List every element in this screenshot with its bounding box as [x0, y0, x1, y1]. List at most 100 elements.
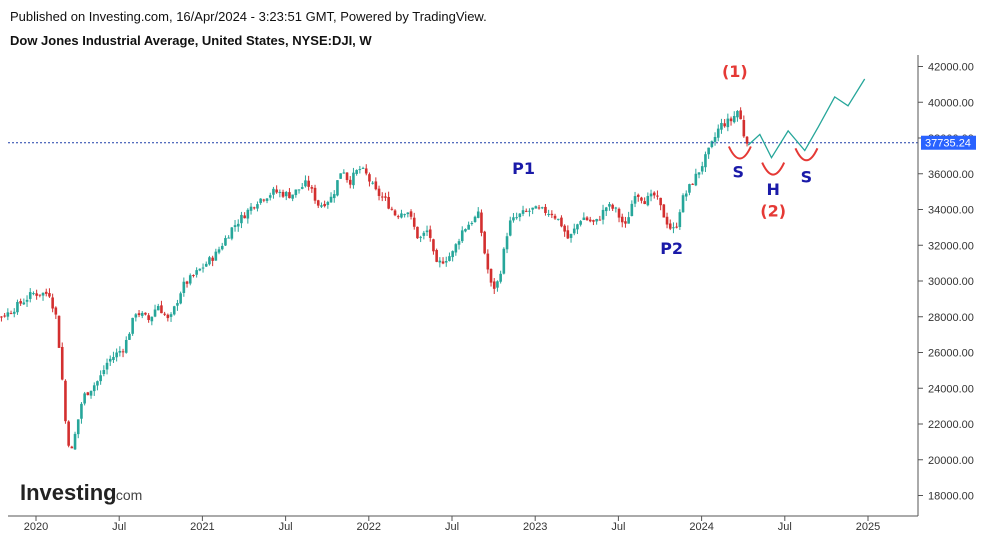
pattern-arc — [794, 147, 819, 162]
candle-body — [745, 136, 749, 144]
y-tick-label: 36000.00 — [928, 169, 974, 181]
candle-body — [236, 223, 240, 227]
candle-body — [12, 311, 16, 314]
plot-area — [8, 55, 918, 516]
x-tick-label: Jul — [279, 521, 293, 533]
candle-body — [566, 230, 570, 239]
x-tick-label: 2023 — [523, 521, 547, 533]
candle-body — [67, 421, 70, 446]
logo-main: Investing — [20, 480, 117, 505]
y-tick-label: 18000.00 — [928, 491, 974, 503]
candle-body — [291, 194, 294, 199]
candle-body — [700, 166, 704, 172]
candle-body — [112, 356, 115, 361]
candle-body — [723, 123, 726, 127]
y-tick-label: 28000.00 — [928, 312, 974, 324]
candle-body — [633, 196, 637, 204]
candle-body — [630, 203, 634, 217]
candle-body — [614, 207, 618, 209]
candle-body — [281, 191, 285, 197]
candle-body — [544, 206, 547, 214]
candle-body — [297, 189, 301, 191]
pattern-arc — [761, 162, 786, 176]
annotation-label: P1 — [512, 159, 535, 178]
candle-body — [473, 216, 477, 222]
candle-body — [534, 206, 538, 209]
candle-body — [230, 227, 234, 239]
candle-body — [390, 208, 394, 210]
pattern-arc — [727, 146, 752, 160]
candle-body — [272, 188, 275, 195]
candle-body — [352, 172, 355, 186]
candle-body — [204, 263, 208, 267]
candle-body — [489, 268, 493, 283]
candle-body — [492, 281, 496, 289]
candle-body — [185, 281, 189, 284]
annotation-label: P2 — [660, 239, 683, 258]
candle-body — [537, 207, 541, 209]
candle-body — [307, 180, 310, 187]
candle-body — [19, 301, 22, 304]
candle-body — [582, 217, 586, 221]
candle-body — [499, 273, 502, 282]
candle-body — [339, 173, 342, 179]
candle-body — [646, 196, 650, 206]
candle-body — [419, 236, 422, 238]
candle-body — [188, 275, 192, 284]
candle-body — [563, 225, 566, 232]
candle-body — [742, 120, 746, 137]
candle-body — [227, 237, 230, 239]
candle-body — [76, 419, 80, 435]
candle-body — [678, 212, 682, 228]
candle-body — [35, 293, 38, 296]
candle-body — [92, 385, 96, 392]
candle-body — [275, 189, 278, 193]
candle-body — [313, 187, 317, 201]
candle-body — [617, 208, 621, 218]
candle-body — [441, 261, 445, 264]
annotation-label: H — [766, 180, 779, 199]
candle-body — [326, 202, 330, 205]
candle-body — [134, 314, 138, 318]
candle-body — [249, 206, 253, 211]
candle-body — [505, 236, 509, 250]
candle-body — [336, 180, 339, 196]
candle-body — [624, 221, 627, 224]
annotation-label: (1) — [722, 62, 748, 81]
candle-body — [416, 226, 419, 239]
y-tick-label: 20000.00 — [928, 455, 974, 467]
candle-body — [656, 195, 659, 197]
candle-body — [556, 218, 560, 220]
candle-body — [496, 281, 499, 288]
candle-body — [32, 293, 35, 295]
candle-body — [243, 215, 246, 219]
candle-body — [278, 191, 282, 193]
candle-body — [486, 253, 490, 270]
candle-body — [121, 351, 125, 353]
candle-body — [480, 212, 483, 233]
candle-body — [736, 110, 739, 118]
candle-body — [80, 403, 83, 419]
candle-body — [704, 154, 707, 168]
y-tick-label: 22000.00 — [928, 419, 974, 431]
candle-body — [265, 198, 269, 201]
candle-body — [592, 220, 595, 222]
candle-body — [51, 297, 54, 309]
candle-body — [41, 292, 45, 296]
candle-body — [89, 390, 93, 396]
candle-body — [118, 350, 122, 353]
candle-body — [569, 233, 573, 238]
candle-body — [435, 250, 438, 262]
candle-body — [406, 212, 410, 215]
candle-body — [425, 230, 429, 233]
candle-body — [422, 232, 426, 236]
candle-body — [512, 217, 515, 221]
candle-body — [70, 446, 74, 449]
candle-body — [432, 239, 435, 252]
candle-body — [323, 203, 326, 207]
candle-body — [198, 268, 202, 271]
candle-body — [172, 306, 176, 315]
candle-body — [560, 217, 563, 227]
candle-body — [428, 229, 432, 238]
